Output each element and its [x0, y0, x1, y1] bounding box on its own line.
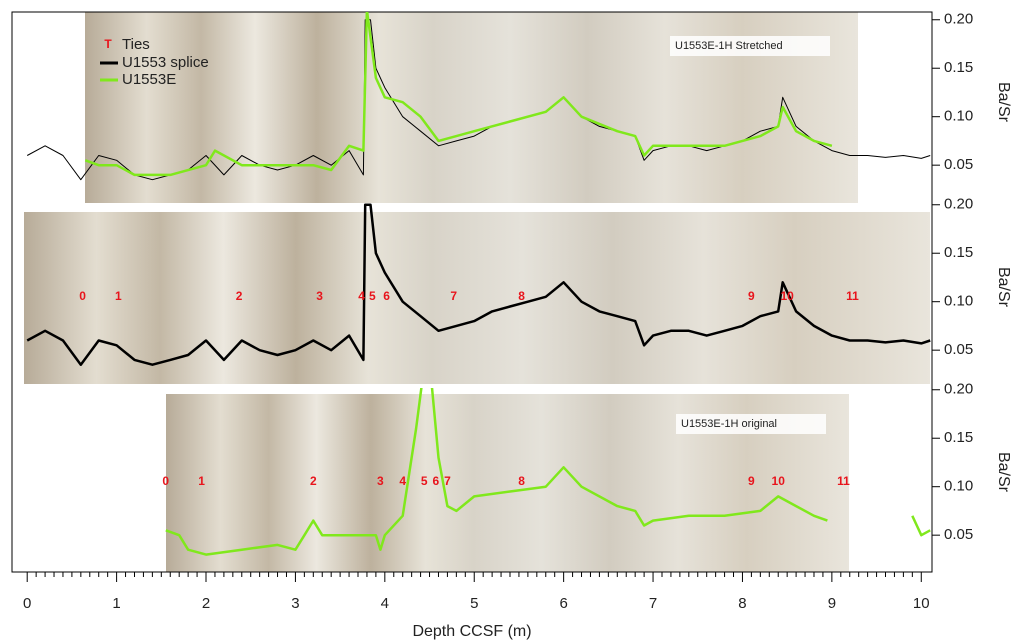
y-tick-label: 0.15	[944, 59, 973, 76]
x-tick-label: 4	[381, 595, 389, 612]
x-axis-label: Depth CCSF (m)	[412, 623, 531, 640]
tie-label: 6	[383, 289, 390, 303]
y-axis-label: Ba/Sr	[995, 82, 1012, 123]
y-tick-label: 0.15	[944, 244, 973, 261]
tie-label: 1	[198, 474, 205, 488]
tie-label: 4	[358, 289, 365, 303]
tie-label: 2	[310, 474, 317, 488]
series-group	[26, 203, 931, 366]
line-series	[165, 388, 931, 556]
y-tick-label: 0.20	[944, 196, 973, 213]
y-tick-label: 0.10	[944, 108, 973, 125]
series-group	[26, 12, 931, 181]
x-tick-label: 5	[470, 595, 478, 612]
tie-label: 11	[846, 289, 859, 303]
tie-label: 7	[450, 289, 457, 303]
series-group	[165, 388, 931, 556]
tie-label: 4	[399, 474, 406, 488]
y-tick-label: 0.05	[944, 341, 973, 358]
x-tick-label: 8	[738, 595, 746, 612]
tie-label: 10	[780, 289, 794, 303]
x-tick-label: 10	[913, 595, 930, 612]
x-tick-label: 6	[559, 595, 567, 612]
tie-label: 5	[421, 474, 428, 488]
x-tick-label: 0	[23, 595, 31, 612]
tie-label: 2	[236, 289, 243, 303]
x-tick-label: 9	[828, 595, 836, 612]
tie-label: 6	[432, 474, 439, 488]
tie-label: 5	[369, 289, 376, 303]
y-tick-label: 0.05	[944, 526, 973, 543]
x-tick-label: 3	[291, 595, 299, 612]
y-axis-label: Ba/Sr	[995, 267, 1012, 308]
tie-label: 10	[772, 474, 786, 488]
frame	[11, 11, 933, 573]
legend-label: Ties	[122, 36, 150, 53]
tie-label: 9	[748, 289, 755, 303]
line-series	[84, 12, 833, 177]
tie-label: 11	[837, 474, 850, 488]
annotation-box	[676, 414, 826, 434]
y-axis-label: Ba/Sr	[995, 452, 1012, 493]
x-tick-label: 7	[649, 595, 657, 612]
tie-label: 8	[518, 474, 525, 488]
line-series	[26, 203, 931, 366]
y-tick-label: 0.15	[944, 429, 973, 446]
y-tick-label: 0.05	[944, 156, 973, 173]
legend-label: U1553E	[122, 71, 176, 88]
x-tick-label: 1	[112, 595, 120, 612]
tie-label: 1	[115, 289, 122, 303]
tie-label: 0	[162, 474, 169, 488]
y-tick-label: 0.20	[944, 11, 973, 28]
annotation: U1553E-1H Stretched	[675, 40, 783, 52]
tie-label: 7	[444, 474, 451, 488]
annotation: U1553E-1H original	[681, 418, 777, 430]
y-tick-label: 0.10	[944, 293, 973, 310]
x-tick-label: 2	[202, 595, 210, 612]
y-tick-label: 0.10	[944, 478, 973, 495]
tie-label: 8	[518, 289, 525, 303]
tie-label: 0	[79, 289, 86, 303]
core-image	[24, 212, 930, 384]
legend-label: U1553 splice	[122, 54, 209, 71]
tie-label: 3	[316, 289, 323, 303]
legend-marker: T	[104, 37, 112, 51]
line-series	[26, 19, 931, 181]
y-tick-label: 0.20	[944, 381, 973, 398]
tie-label: 3	[377, 474, 384, 488]
tie-label: 9	[748, 474, 755, 488]
annotation-box	[670, 36, 830, 56]
